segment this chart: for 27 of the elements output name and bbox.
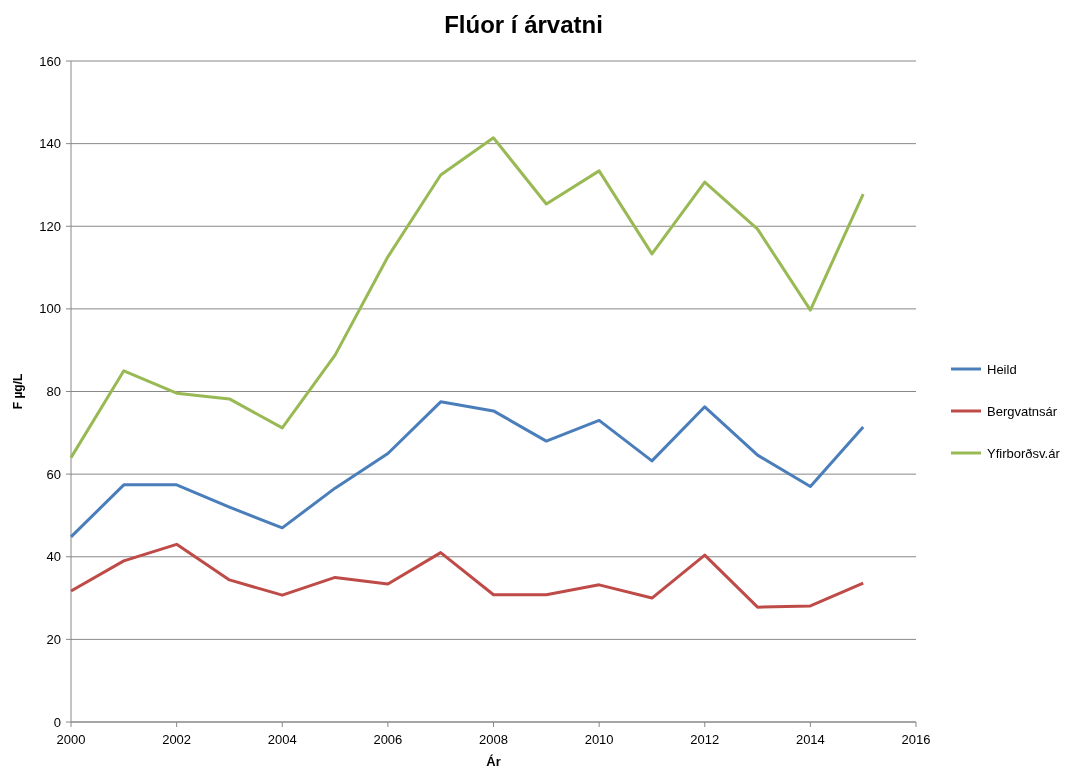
x-tick-label: 2016 [901,732,931,747]
line-series [69,136,865,460]
x-tick-label: 2000 [56,732,86,747]
legend-label: Heild [987,361,1017,377]
y-tick-label: 140 [39,136,61,152]
y-tick-label: 100 [39,301,61,317]
y-tick-label: 120 [39,218,61,234]
x-tick-label: 2002 [162,732,192,747]
x-tick-label: 2004 [267,732,297,747]
x-tick-label: 2014 [795,732,825,747]
y-axis-title: F µg/L [11,373,25,410]
legend-label: Bergvatnsár [987,403,1058,419]
line-series [69,400,865,539]
x-tick-label: 2010 [584,732,614,747]
x-tick-label: 2012 [690,732,720,747]
y-tick-label: 60 [46,466,61,482]
x-tick-label: 2006 [373,732,403,747]
chart-title: Flúor í árvatni [444,11,603,38]
legend-label: Yfirborðsv.ár [987,445,1061,461]
y-tick-label: 160 [39,53,61,69]
y-tick-label: 80 [46,384,61,400]
x-tick-label: 2008 [479,732,508,747]
line-series [69,542,865,609]
y-tick-label: 20 [46,631,61,647]
y-tick-label: 40 [46,549,61,565]
x-axis-title: Ár [486,754,501,769]
y-tick-label: 0 [53,714,61,730]
